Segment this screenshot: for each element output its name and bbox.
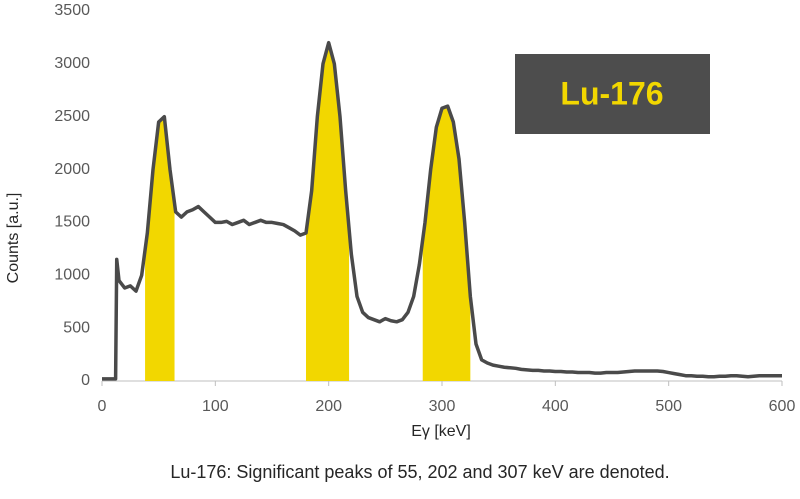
x-tick-label: 200 (315, 398, 342, 415)
y-tick-label: 500 (63, 319, 90, 336)
y-tick-label: 2000 (54, 161, 90, 178)
x-tick-label: 0 (98, 398, 107, 415)
y-tick-label: 2500 (54, 108, 90, 125)
x-tick-label: 500 (655, 398, 682, 415)
caption: Lu-176: Significant peaks of 55, 202 and… (170, 462, 669, 482)
x-tick-label: 100 (202, 398, 229, 415)
annotation-text: Lu-176 (560, 75, 663, 111)
x-tick-label: 600 (769, 398, 796, 415)
peak-shade (306, 42, 350, 381)
annotation-box (515, 54, 710, 134)
y-tick-label: 0 (81, 372, 90, 389)
peak-shade (422, 106, 471, 382)
y-tick-label: 1500 (54, 214, 90, 231)
y-tick-label: 1000 (54, 267, 90, 284)
x-tick-label: 400 (542, 398, 569, 415)
y-tick-label: 3000 (54, 55, 90, 72)
spectrum-line (102, 40, 782, 381)
x-tick-label: 300 (429, 398, 456, 415)
x-axis-label: Eγ [keV] (411, 423, 471, 440)
y-axis-label: Counts [a.u.] (5, 193, 22, 284)
y-tick-label: 3500 (54, 2, 90, 19)
